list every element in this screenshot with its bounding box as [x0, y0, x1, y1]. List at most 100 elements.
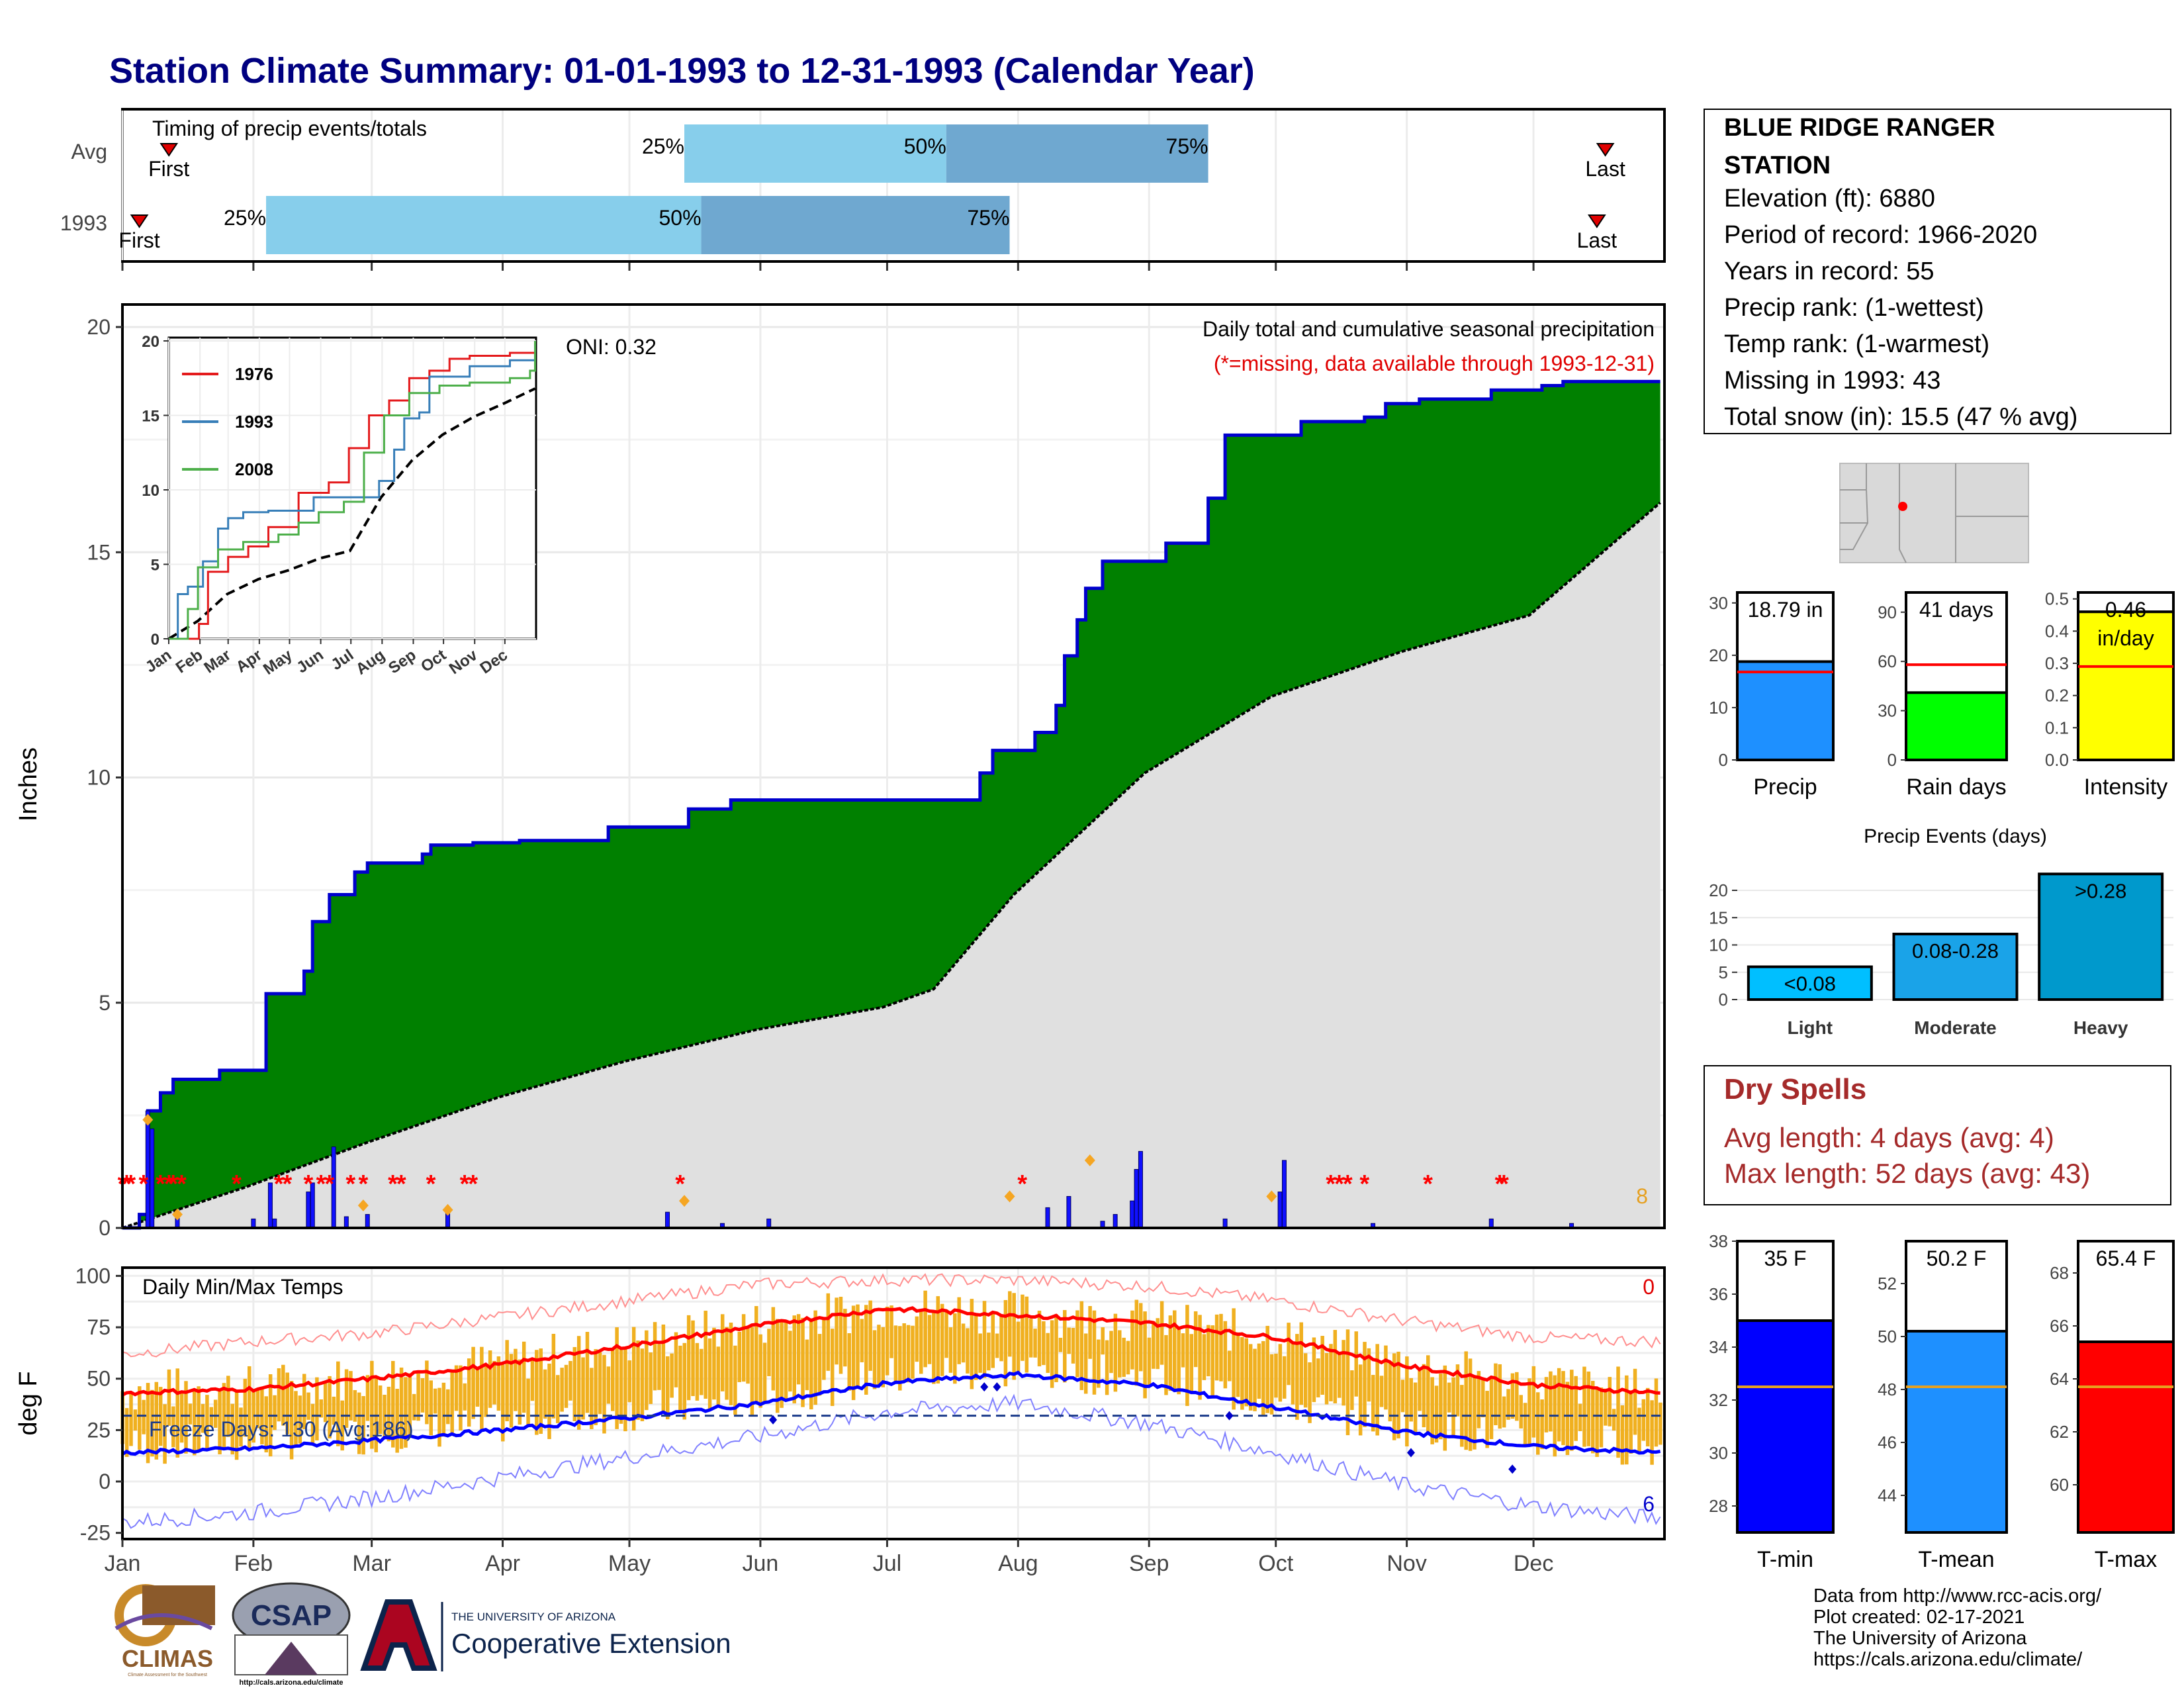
inset-normal-line [167, 387, 536, 640]
timing-1993-first-label: First [118, 228, 159, 252]
daily-temp-range-bar [758, 1334, 762, 1408]
missing-day-marker: * [303, 1170, 313, 1198]
missing-day-marker: * [1326, 1170, 1336, 1198]
above-normal-area [122, 381, 1661, 1228]
daily-temp-range-bar [1101, 1327, 1105, 1355]
month-label-aug: Aug [998, 1551, 1038, 1576]
missing-day-marker: * [426, 1170, 436, 1198]
station-years: Years in record: 55 [1724, 258, 1934, 285]
daily-temp-range-bar [1063, 1310, 1067, 1383]
csap-logo-text: CSAP [251, 1599, 332, 1632]
daily-temp-range-bar [1058, 1337, 1063, 1352]
month-label-jul: Jul [873, 1551, 901, 1576]
daily-temp-range-bar [1345, 1329, 1350, 1436]
csap-logo: CSAP http://cals.arizona.edu/climate [232, 1582, 351, 1687]
daily-temp-range-bar [264, 1396, 269, 1453]
daily-temp-range-bar [948, 1327, 953, 1373]
daily-temp-range-bar [323, 1382, 328, 1423]
inset-ytick-label-2: 10 [142, 482, 159, 500]
daily-temp-range-bar [1384, 1345, 1388, 1410]
oni-label: ONI: 0.32 [566, 335, 657, 359]
intensity-ytick-label-0: 0.0 [2045, 750, 2069, 770]
daily-temp-range-bar [197, 1386, 201, 1452]
daily-temp-range-bar [1067, 1327, 1071, 1354]
mini-chart-precip-events: Precip Events (days) <0.08 Light 0.08-0.28 M… [1709, 825, 2173, 1038]
daily-temp-range-bar [1392, 1353, 1396, 1440]
daily-temp-range-bar [1202, 1334, 1206, 1380]
daily-temp-range-bar [1329, 1344, 1333, 1401]
mini-chart-precip_total: 18.79 in 0 10 20 30 Precip [1709, 591, 1835, 800]
month-label-apr: Apr [485, 1551, 520, 1576]
tmean-ytick-label-4: 52 [1878, 1274, 1897, 1293]
daily-temp-range-bar [653, 1322, 657, 1391]
daily-temp-range-bar [576, 1336, 581, 1430]
daily-temp-range-bar [1612, 1409, 1616, 1431]
daily-temp-range-bar [801, 1317, 805, 1407]
daily-temp-range-bar [1510, 1373, 1515, 1419]
precip_total-ytick-label-3: 30 [1709, 593, 1728, 613]
daily-temp-range-bar [1434, 1385, 1439, 1443]
temp-panel: -25 0 25 50 75 100 Jan Feb Mar Apr May Jun Jul Aug Se… [15, 1264, 1666, 1576]
daily-temp-range-bar [1092, 1310, 1097, 1395]
daily-temp-range-bar [1037, 1311, 1042, 1367]
daily-temp-range-bar [1489, 1376, 1494, 1440]
tmax-category-label: T-max [2095, 1547, 2157, 1572]
daily-temp-range-bar [1164, 1335, 1168, 1395]
intensity-category-label: Intensity [2084, 774, 2168, 800]
timing-Avg-first-marker [159, 143, 179, 157]
rain_days-ytick-label-3: 90 [1878, 602, 1897, 622]
missing-day-marker: * [1495, 1170, 1505, 1198]
cold-record-marker [1406, 1448, 1415, 1458]
daily-temp-range-bar [1071, 1327, 1075, 1364]
temp-chart-title: Daily Min/Max Temps [142, 1275, 343, 1299]
daily-temp-range-bar [594, 1349, 598, 1425]
daily-temp-range-bar [741, 1314, 746, 1382]
daily-temp-range-bar [124, 1408, 129, 1457]
mini-chart-rain_days: 41 days 0 30 60 90 Rain days [1878, 591, 2008, 800]
daily-temp-range-bar [775, 1319, 780, 1413]
tmax-ytick-label-0: 60 [2050, 1475, 2069, 1495]
inset-legend-label-1993: 1993 [235, 412, 273, 432]
precip_total-category-label: Precip [1753, 774, 1817, 800]
daily-temp-range-bar [1324, 1352, 1329, 1405]
daily-temp-range-bar [1629, 1390, 1633, 1454]
inset-series-2008 [169, 341, 536, 640]
daily-temp-range-bar [501, 1364, 505, 1442]
daily-temp-range-bar [885, 1306, 889, 1376]
daily-temp-range-bar [606, 1366, 611, 1404]
precip_total-ytick-label-0: 0 [1719, 750, 1728, 770]
daily-temp-range-bar [551, 1333, 556, 1419]
footer-university: The University of Arizona [1813, 1628, 2027, 1649]
precip-panel: *** * **** * ** * ** * * ** * ** * * *** * * ** 05101520 … [15, 303, 1666, 1240]
daily-temp-range-bar [285, 1372, 289, 1434]
climas-logo-subtext: Climate Assessment for the Southwest [128, 1673, 207, 1677]
tmax-ytick-label-4: 68 [2050, 1263, 2069, 1283]
daily-temp-range-bar [569, 1360, 572, 1401]
record-max-line [122, 1273, 1661, 1358]
daily-temp-range-bar [1561, 1371, 1565, 1446]
daily-temp-range-bar [289, 1381, 294, 1460]
daily-temp-range-bar [175, 1368, 179, 1458]
normal-max-line [121, 1306, 1661, 1397]
daily-temp-range-bar [704, 1311, 707, 1399]
daily-temp-range-bar [142, 1399, 146, 1434]
summary-bar-charts: 18.79 in 0 10 20 30 Precip 41 days 0 30 60 90 Rain … [1709, 589, 2175, 1572]
daily-temp-range-bar [615, 1327, 619, 1429]
snow-marker [442, 1203, 453, 1216]
missing-markers: *** * **** * ** * ** * * ** * ** * * *** * * ** [118, 1170, 1509, 1198]
daily-temp-range-bar [412, 1393, 416, 1421]
daily-temp-range-bar [919, 1309, 923, 1374]
precip_total-ytick-label-1: 10 [1709, 698, 1728, 718]
temp-ytick-label-0: -25 [80, 1521, 111, 1545]
temp-y-axis-label: deg F [15, 1371, 42, 1435]
precip-events-bar-label-1: 0.08-0.28 [1912, 939, 1999, 962]
daily-temp-range-bar [839, 1297, 843, 1374]
daily-temp-range-bar [1210, 1325, 1214, 1399]
daily-temp-range-bar [1206, 1325, 1210, 1377]
daily-temp-range-bar [1540, 1399, 1544, 1450]
daily-temp-range-bar [788, 1331, 792, 1392]
precip-events-bar-label-2: >0.28 [2075, 879, 2126, 902]
precip-events-bar-label-0: <0.08 [1784, 972, 1836, 996]
snow-marker [171, 1208, 183, 1221]
map-frame [1839, 463, 2029, 563]
